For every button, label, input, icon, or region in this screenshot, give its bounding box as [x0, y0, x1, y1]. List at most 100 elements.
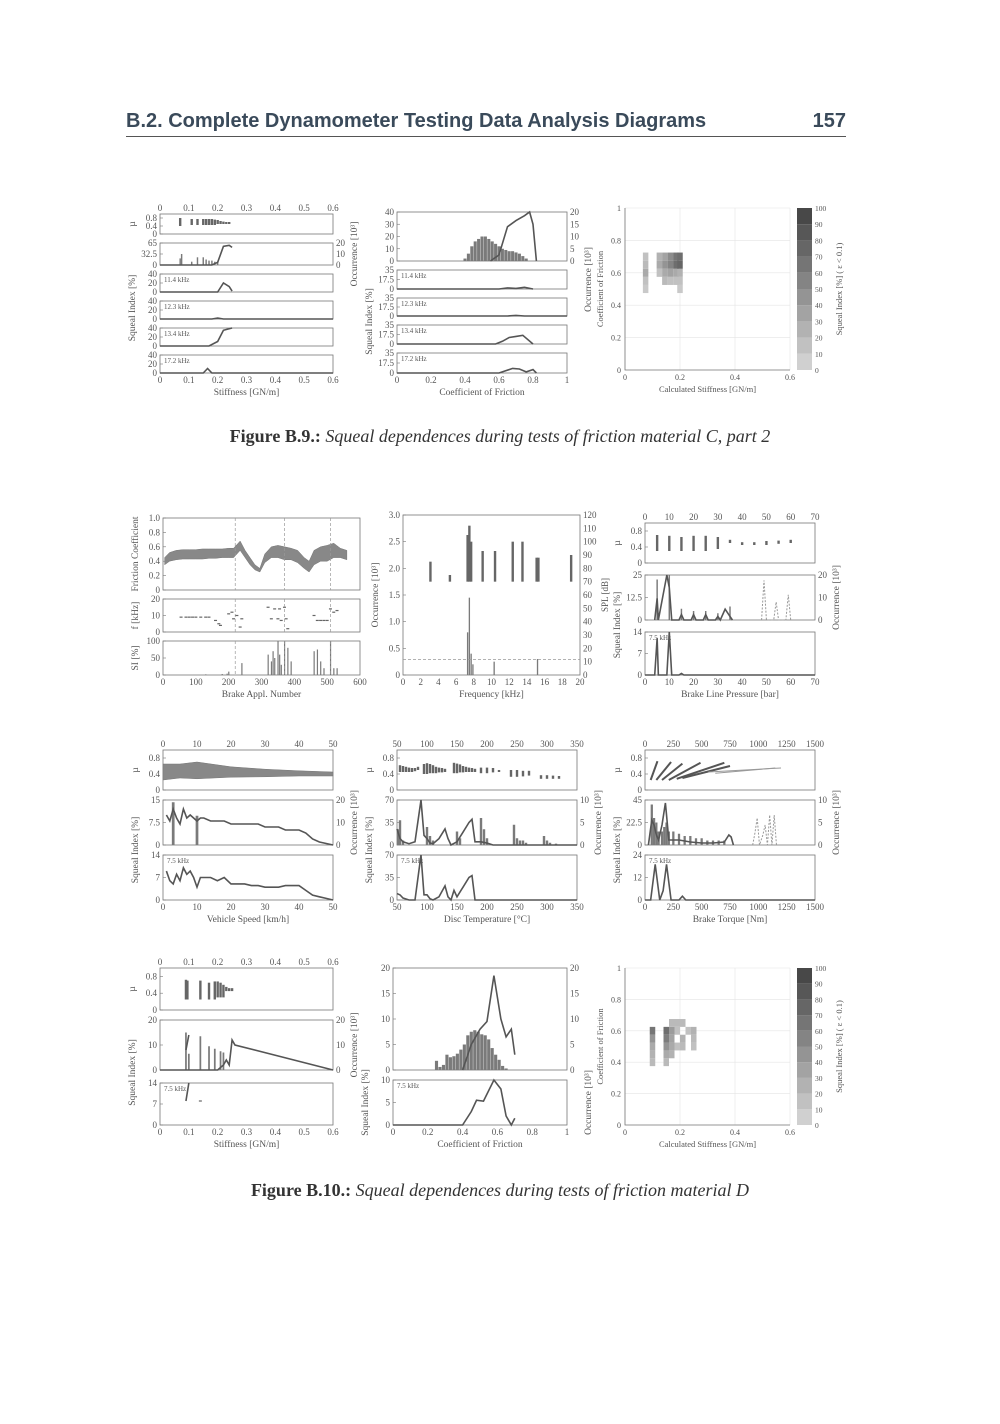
y-tick-label: 0.2	[149, 571, 160, 581]
x-axis-label: Brake Appl. Number	[222, 690, 302, 700]
series-line	[397, 286, 534, 290]
x-tick-label: 250	[667, 902, 681, 912]
bar	[665, 822, 668, 845]
x-tick-label: 18	[558, 677, 568, 687]
series-line	[393, 1078, 516, 1127]
y-tick-label: 30	[385, 219, 395, 229]
colorbar-tick-label: 70	[815, 253, 823, 262]
bar	[333, 668, 335, 675]
frequency-label: 7.5 kHz	[401, 857, 423, 865]
y-tick-label: 0	[638, 558, 643, 568]
x-tick-label: 0.3	[241, 375, 253, 385]
x-tick-label: 1500	[806, 902, 825, 912]
bar	[398, 820, 402, 845]
y-tick-label-right: 20	[336, 795, 346, 805]
figure-caption-b10: Figure B.10.: Squeal dependences during …	[0, 1180, 1000, 1201]
x-tick-label: 0.6	[492, 1127, 504, 1137]
x-tick-label: 0.8	[527, 375, 539, 385]
bar	[211, 260, 213, 265]
bar	[425, 827, 429, 845]
y-axis-label: Squeal Index [%]	[128, 275, 138, 341]
bar	[483, 236, 487, 261]
x-tick-label: 40	[295, 902, 305, 912]
x-tick-label-top: 0.2	[212, 203, 223, 213]
y-tick-label: 5	[386, 1098, 391, 1108]
y-tick-label: 0.6	[611, 269, 621, 278]
bar	[518, 840, 522, 845]
x-tick-label-top: 10	[193, 739, 203, 749]
y-tick-label-right: 110	[583, 523, 597, 533]
bar	[660, 831, 664, 845]
heatmap-cell	[669, 1019, 675, 1027]
heatmap-cell	[663, 1050, 669, 1059]
heatmap-cell	[669, 1026, 675, 1035]
caption-label: Figure B.9.:	[229, 426, 321, 446]
x-tick-label-top: 750	[723, 739, 737, 749]
bar	[221, 673, 223, 675]
x-tick-label: 10	[193, 902, 203, 912]
y-tick-label-right: 0	[570, 1065, 575, 1075]
y-tick-label-right: 100	[583, 537, 597, 547]
x-tick-label: 0	[391, 1127, 396, 1137]
subplot-frame	[162, 799, 334, 846]
y-tick-label: 0	[386, 1065, 391, 1075]
x-tick-label-top: 1500	[806, 739, 825, 749]
bar	[277, 641, 279, 675]
y-tick-label-right: 20	[570, 963, 580, 973]
x-tick-label: 0.3	[241, 1127, 253, 1137]
data-point	[319, 619, 323, 622]
x-tick-label: 50	[393, 902, 403, 912]
data-point	[279, 619, 283, 622]
series-segment	[682, 765, 731, 779]
series-line	[160, 317, 333, 320]
y-tick-label: 1.0	[149, 513, 161, 523]
y-tick-label: 35	[385, 293, 395, 303]
data-point	[240, 618, 244, 620]
y-tick-label: 0	[390, 284, 395, 294]
x-tick-label-top: 50	[329, 739, 339, 749]
colorbar-segment	[797, 1015, 812, 1031]
x-tick-label: 200	[222, 677, 236, 687]
bar	[490, 241, 494, 261]
series-line	[653, 574, 734, 622]
frequency-label: 7.5 kHz	[649, 634, 671, 642]
y-tick-label-right: 50	[583, 603, 593, 613]
page-header: B.2. Complete Dynamometer Testing Data A…	[126, 108, 846, 137]
colorbar-tick-label: 90	[815, 980, 823, 989]
y-tick-label: 25	[633, 570, 643, 580]
bar	[507, 251, 511, 261]
series-line	[165, 865, 334, 901]
x-tick-label: 1	[565, 375, 570, 385]
bar	[190, 261, 193, 265]
heatmap-cell	[677, 276, 683, 285]
heatmap-cell	[669, 1034, 675, 1043]
bar	[455, 1053, 459, 1070]
data-point	[191, 616, 195, 618]
heatmap-cell	[656, 260, 663, 269]
y-tick-label-right: 10	[818, 795, 828, 805]
colorbar-segment	[797, 1046, 812, 1063]
y-tick-label: 12.5	[626, 593, 642, 603]
series-line	[160, 327, 233, 347]
y-tick-label: 0.4	[146, 988, 158, 998]
subplot-frame	[162, 517, 361, 591]
y-tick-label: 20	[148, 332, 158, 342]
series-line	[645, 631, 815, 676]
x-tick-label-top: 0.5	[299, 957, 311, 967]
bar	[504, 249, 508, 261]
y-axis-label: Coefficient of Friction	[595, 250, 605, 327]
y-tick-label: 0.8	[146, 971, 158, 981]
colorbar-segment	[797, 224, 812, 241]
x-tick-label: 750	[723, 902, 737, 912]
heatmap-cell	[667, 260, 674, 269]
y-tick-label: 0	[156, 585, 161, 595]
x-tick-label-top: 20	[689, 512, 699, 522]
panel-y-label: µ	[613, 540, 623, 546]
x-tick-label: 0.4	[730, 373, 740, 382]
heatmap-cell	[673, 268, 679, 277]
series-segment	[676, 761, 725, 780]
bar	[729, 606, 731, 620]
x-tick-label-top: 1000	[749, 739, 768, 749]
y-tick-label: 0.4	[383, 769, 395, 779]
colorbar-tick-label: 10	[815, 350, 823, 359]
